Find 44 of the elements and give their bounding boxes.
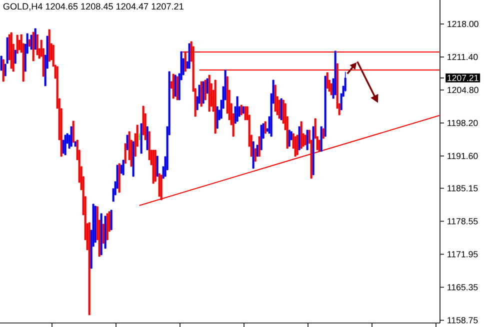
candlestick [126, 134, 128, 150]
candlestick [146, 126, 148, 150]
candlestick [34, 28, 36, 50]
candlestick [288, 130, 290, 147]
candlestick [14, 50, 16, 64]
candlestick [258, 136, 260, 157]
candlestick [30, 34, 32, 50]
y-tick-label: 1204.80 [448, 86, 478, 94]
candlestick [280, 98, 282, 120]
candlestick [322, 128, 324, 139]
y-tick-label: 1211.40 [448, 54, 478, 60]
y-tick-label: 1158.75 [448, 317, 478, 324]
candlestick [110, 210, 112, 230]
candlestick [174, 74, 176, 97]
candlestick [0, 56, 2, 71]
candlestick [298, 126, 300, 150]
candlestick [306, 130, 308, 150]
chart-title: GOLD,H4 1204.65 1208.45 1204.47 1207.21 [3, 3, 184, 11]
candlestick [318, 140, 320, 152]
candlestick [70, 126, 72, 147]
y-tick-label: 1207.21 [448, 74, 478, 82]
candlestick [206, 78, 208, 94]
candlestick [244, 106, 246, 120]
candlestick [176, 76, 178, 100]
candlestick [296, 134, 298, 156]
candlestick [304, 134, 306, 146]
candlestick [202, 81, 204, 104]
candlestick [254, 148, 256, 162]
candlestick [278, 100, 280, 119]
y-tick-label: 1218.00 [448, 20, 478, 28]
y-tick-label: 1185.15 [448, 185, 478, 192]
candlestick [64, 134, 66, 156]
candlestick [294, 136, 296, 157]
candlestick [102, 224, 104, 244]
y-tick-label: 1191.60 [448, 152, 478, 160]
candlestick [2, 59, 4, 82]
candlestick [264, 121, 266, 134]
candlestick [122, 160, 124, 176]
y-tick-label: 1165.35 [448, 284, 478, 290]
y-tick-label: 1171.95 [448, 251, 478, 258]
y-tick-label: 1198.20 [448, 120, 478, 126]
y-tick-label: 1178.55 [448, 218, 478, 224]
candlestick [156, 156, 158, 177]
candlestick [330, 83, 332, 96]
